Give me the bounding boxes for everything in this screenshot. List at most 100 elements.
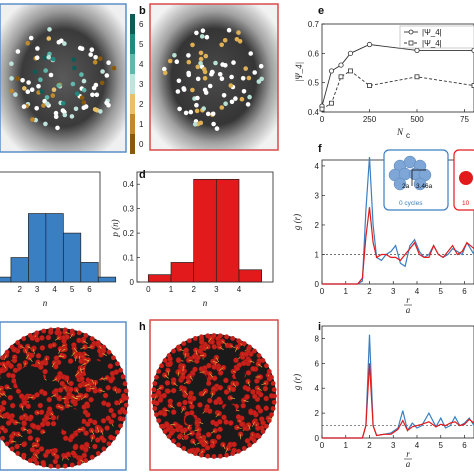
sphere-bond bbox=[51, 394, 56, 398]
colorbar-tick: 2 bbox=[139, 100, 144, 109]
data-point bbox=[367, 83, 372, 88]
particle-dot bbox=[81, 100, 87, 105]
sphere-rim-particle bbox=[186, 448, 192, 454]
sphere-bond bbox=[91, 436, 93, 442]
x-axis-label: n bbox=[43, 298, 48, 308]
sphere-bond bbox=[257, 387, 262, 391]
sphere-particle bbox=[105, 415, 112, 421]
particle-dot bbox=[203, 90, 209, 95]
sphere-particle bbox=[263, 405, 269, 411]
sphere-particle bbox=[252, 393, 258, 400]
sphere-bond bbox=[100, 377, 106, 381]
y-tick-label: 0.4 bbox=[123, 180, 135, 189]
sphere-bond bbox=[67, 405, 73, 407]
particle-dot bbox=[219, 42, 224, 48]
sphere-void bbox=[193, 373, 207, 387]
sphere-particle bbox=[263, 395, 269, 402]
particle-dot bbox=[222, 38, 228, 43]
sphere-rim-particle bbox=[122, 409, 128, 415]
data-point bbox=[414, 74, 420, 80]
particle-dot bbox=[202, 76, 208, 81]
sphere-rim-particle bbox=[95, 451, 101, 456]
sphere-particle bbox=[43, 415, 50, 421]
particle-dot bbox=[190, 42, 195, 48]
sphere-particle bbox=[1, 400, 7, 406]
sphere-particle bbox=[175, 357, 182, 364]
colorbar: 6 5 4 3 2 1 0 bbox=[130, 14, 144, 154]
sphere-particle bbox=[77, 382, 84, 389]
sphere-bond bbox=[91, 430, 95, 435]
sphere-rim-particle bbox=[205, 333, 211, 339]
sphere-particle bbox=[239, 354, 246, 360]
sphere-rim-particle bbox=[263, 423, 269, 429]
sphere-particle bbox=[170, 387, 177, 394]
particle-dot bbox=[93, 82, 99, 88]
sphere-rim-particle bbox=[48, 463, 54, 469]
sphere-rim-particle bbox=[162, 429, 168, 434]
sphere-particle bbox=[10, 373, 16, 379]
sphere-bond bbox=[183, 381, 189, 384]
sphere-rim-particle bbox=[241, 341, 247, 347]
sphere-particle bbox=[100, 418, 107, 424]
sphere-bond bbox=[89, 387, 95, 390]
sphere-particle bbox=[255, 404, 261, 411]
sphere-bond bbox=[3, 363, 7, 369]
sphere-particle bbox=[244, 394, 250, 400]
sphere-rim-particle bbox=[247, 442, 252, 448]
sphere-bond bbox=[118, 400, 122, 405]
inset-red-particle bbox=[459, 171, 473, 185]
particle-dot bbox=[186, 59, 192, 65]
y-tick-label: 0 bbox=[315, 434, 320, 443]
particle-dot bbox=[162, 66, 167, 72]
sphere-rim-particle bbox=[224, 452, 229, 458]
particle-dot bbox=[194, 30, 199, 36]
particle-dot bbox=[220, 62, 225, 67]
particle-dot bbox=[50, 93, 56, 98]
sphere-particle bbox=[182, 399, 188, 406]
y-axis-label: p (n) bbox=[110, 219, 120, 237]
particle-dot bbox=[198, 50, 204, 56]
particle-dot bbox=[241, 89, 247, 94]
inset-particles bbox=[388, 155, 432, 191]
sphere-rim-particle bbox=[114, 429, 120, 435]
legend-label: |Ψ_4| bbox=[422, 28, 442, 37]
bar bbox=[62, 232, 82, 283]
sphere-rim-particle bbox=[266, 368, 272, 374]
sphere-bond bbox=[170, 405, 175, 409]
sphere-rim-particle bbox=[252, 348, 257, 354]
x-axis-label-num: r bbox=[406, 449, 410, 459]
bar bbox=[193, 178, 217, 283]
sphere-rim-particle bbox=[151, 387, 157, 393]
sphere-particle bbox=[207, 397, 213, 404]
sphere-particle bbox=[246, 358, 253, 364]
particle-dot bbox=[62, 41, 67, 46]
particle-dot bbox=[98, 109, 103, 114]
particle-dot bbox=[9, 88, 14, 94]
sphere-bond bbox=[222, 341, 227, 345]
sphere-rim-particle bbox=[95, 340, 101, 345]
legend-marker bbox=[408, 40, 414, 46]
panel-label-b: b bbox=[139, 5, 146, 17]
x-tick-label: 0 bbox=[320, 441, 325, 450]
sphere-particle bbox=[59, 380, 66, 387]
x-tick-label: 5 bbox=[439, 441, 444, 450]
data-point bbox=[414, 47, 420, 54]
y-tick-label: 1 bbox=[315, 250, 320, 259]
particle-dot bbox=[79, 95, 85, 100]
sphere-particle bbox=[38, 446, 45, 452]
panel-i: i 0 1 2 3 4 5 6 0 2 4 6 8 g (r) ra bbox=[292, 321, 474, 469]
particle-dot bbox=[92, 60, 98, 65]
sphere-particle bbox=[217, 426, 223, 433]
sphere-rim-particle bbox=[192, 451, 198, 456]
colorbar-tick: 1 bbox=[139, 120, 144, 129]
sphere-particle bbox=[168, 430, 175, 436]
sphere-rim-particle bbox=[181, 341, 187, 347]
sphere-particle bbox=[115, 387, 122, 394]
sphere-bond bbox=[32, 444, 37, 447]
y-tick-label: 0.4 bbox=[308, 108, 320, 117]
sphere-rim-particle bbox=[186, 338, 192, 344]
sphere-bond bbox=[184, 390, 188, 395]
particle-dot bbox=[44, 95, 50, 100]
sphere-rim-particle bbox=[211, 454, 217, 459]
bar bbox=[238, 269, 263, 283]
